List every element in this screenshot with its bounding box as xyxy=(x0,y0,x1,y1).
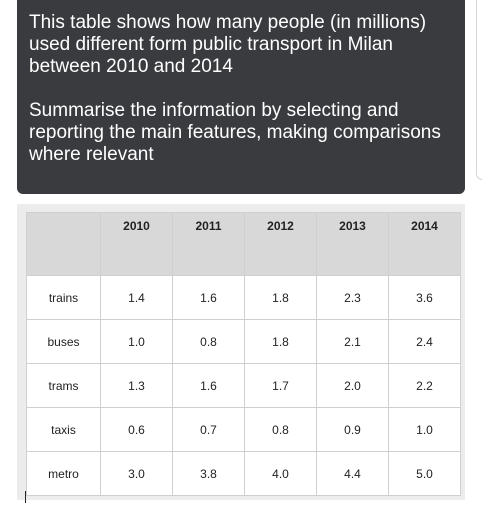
table-panel: 2010 2011 2012 2013 2014 trains 1.4 1.6 … xyxy=(17,204,465,500)
table-cell: 0.7 xyxy=(172,407,245,452)
table-cell: 0.9 xyxy=(316,407,389,452)
table-cell: 2.0 xyxy=(316,363,389,408)
table-header-row: 2010 2011 2012 2013 2014 xyxy=(26,212,461,276)
column-header: 2012 xyxy=(244,212,317,276)
transport-table: 2010 2011 2012 2013 2014 trains 1.4 1.6 … xyxy=(26,212,461,496)
row-label: metro xyxy=(26,451,101,496)
prompt-task: Summarise the information by selecting a… xyxy=(29,100,441,165)
table-cell: 1.0 xyxy=(388,407,461,452)
table-cell: 2.1 xyxy=(316,319,389,364)
text-cursor-mark xyxy=(25,491,26,503)
table-row: buses 1.0 0.8 1.8 2.1 2.4 xyxy=(26,319,461,364)
column-header: 2013 xyxy=(316,212,389,276)
table-cell: 2.2 xyxy=(388,363,461,408)
prompt-description: This table shows how many people (in mil… xyxy=(29,12,427,77)
table-cell: 0.6 xyxy=(100,407,173,452)
column-header: 2014 xyxy=(388,212,461,276)
adjacent-card-edge xyxy=(476,0,482,180)
prompt-card: This table shows how many people (in mil… xyxy=(17,0,465,194)
table-row: trams 1.3 1.6 1.7 2.0 2.2 xyxy=(26,363,461,408)
table-cell: 1.8 xyxy=(244,319,317,364)
table-corner-cell xyxy=(26,212,101,276)
row-label: buses xyxy=(26,319,101,364)
table-cell: 1.6 xyxy=(172,363,245,408)
table-row: taxis 0.6 0.7 0.8 0.9 1.0 xyxy=(26,407,461,452)
column-header: 2011 xyxy=(172,212,245,276)
table-cell: 1.7 xyxy=(244,363,317,408)
row-label: trains xyxy=(26,275,101,320)
table-cell: 1.4 xyxy=(100,275,173,320)
table-cell: 1.0 xyxy=(100,319,173,364)
column-header: 2010 xyxy=(100,212,173,276)
table-row: trains 1.4 1.6 1.8 2.3 3.6 xyxy=(26,275,461,320)
table-cell: 3.6 xyxy=(388,275,461,320)
table-cell: 1.8 xyxy=(244,275,317,320)
table-cell: 5.0 xyxy=(388,451,461,496)
row-label: trams xyxy=(26,363,101,408)
table-cell: 3.8 xyxy=(172,451,245,496)
table-cell: 4.0 xyxy=(244,451,317,496)
row-label: taxis xyxy=(26,407,101,452)
table-row: metro 3.0 3.8 4.0 4.4 5.0 xyxy=(26,451,461,496)
table-cell: 2.3 xyxy=(316,275,389,320)
table-cell: 1.6 xyxy=(172,275,245,320)
table-cell: 4.4 xyxy=(316,451,389,496)
table-cell: 0.8 xyxy=(244,407,317,452)
table-cell: 0.8 xyxy=(172,319,245,364)
table-cell: 1.3 xyxy=(100,363,173,408)
table-cell: 3.0 xyxy=(100,451,173,496)
table-cell: 2.4 xyxy=(388,319,461,364)
